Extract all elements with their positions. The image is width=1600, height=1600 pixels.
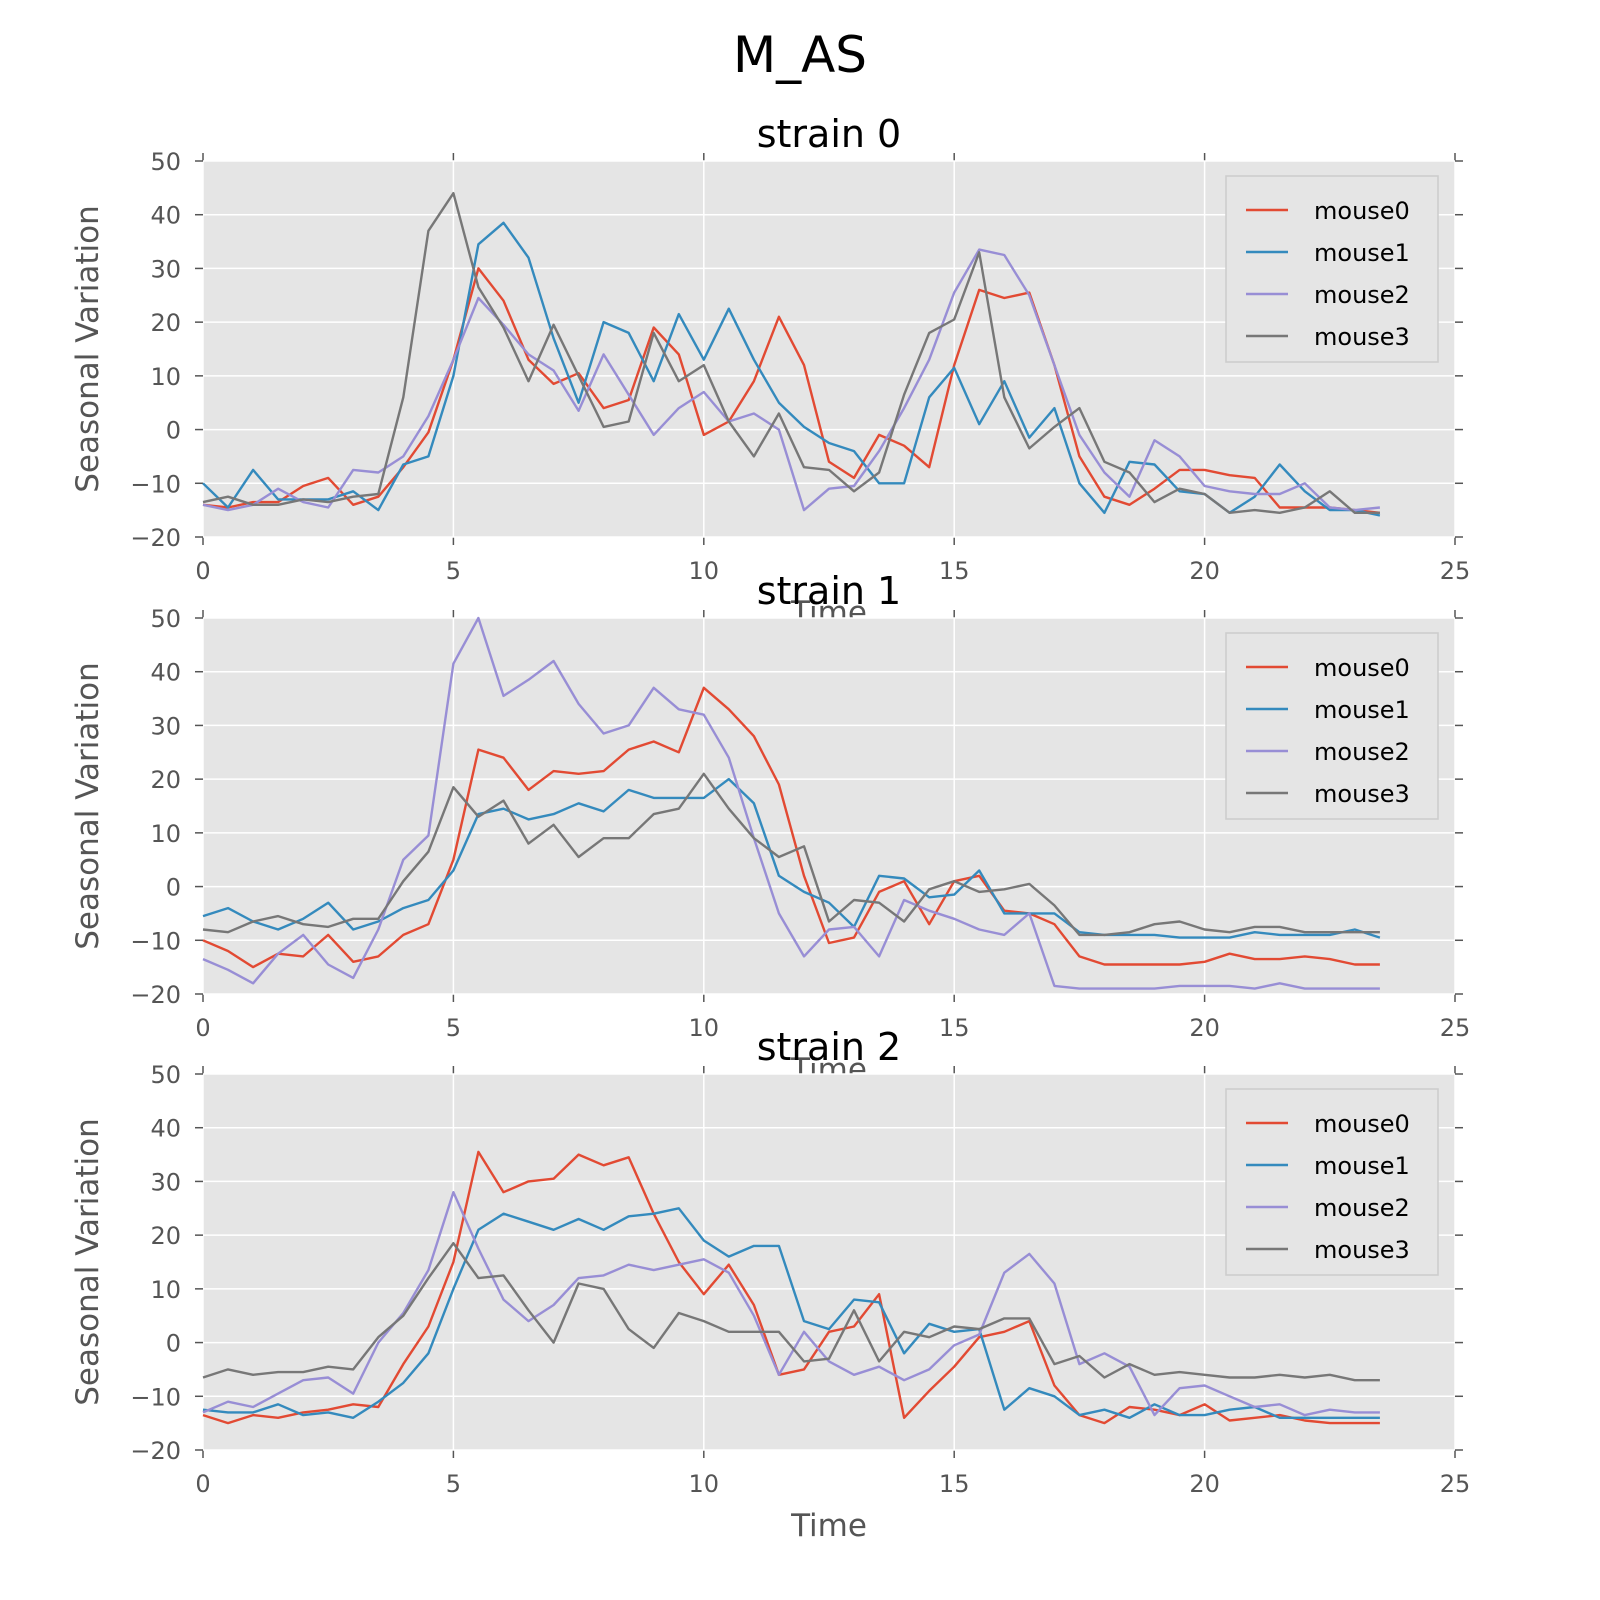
legend-frame [1225,632,1439,820]
x-tick-label: 20 [1189,557,1220,585]
x-axis-label: Time [790,1508,867,1544]
series-line-mouse0 [202,1150,1380,1425]
y-tick-label: 0 [166,417,181,445]
subplot-title: strain 0 [757,112,902,156]
y-axis-label: Seasonal Variation [70,662,106,950]
subplot-0: 0 5 10 15 20 25−20−1001020304050TimeSeasonal … [70,112,1470,631]
legend-frame [1225,1088,1439,1276]
legend-label-mouse0: mouse0 [1314,654,1410,682]
x-tick-label: 20 [1189,1014,1220,1042]
series-line-mouse0 [202,686,1380,969]
subplot-title: strain 2 [757,1025,902,1069]
x-tick-label: 15 [939,1014,970,1042]
legend-label-mouse1: mouse1 [1314,1152,1410,1180]
series-line-mouse2 [202,616,1380,990]
series-line-mouse2 [202,248,1381,512]
legend-label-mouse1: mouse1 [1314,696,1410,724]
y-tick-label: −10 [130,1383,181,1411]
x-tick-label: 10 [689,557,720,585]
legend: mouse0 mouse1 mouse2 mouse3 [1225,632,1439,820]
subplot-2: 0 5 10 15 20 25 −20 −10 0 10 20 30 40 50 Time Seasonal … [70,1025,1470,1544]
y-tick-label: 20 [150,766,181,794]
legend-frame [1225,175,1439,363]
x-tick-label: 5 [446,557,461,585]
y-tick-label: 10 [150,820,181,848]
y-tick-label: −20 [130,524,181,552]
x-tick-label: 20 [1189,1470,1220,1498]
x-tick-label: 25 [1440,557,1471,585]
series-line-mouse3 [202,772,1380,937]
x-tick-label: 25 [1440,1470,1471,1498]
y-tick-label: −20 [130,1437,181,1465]
series-line-mouse1 [202,777,1381,939]
y-tick-label: 0 [166,1330,181,1358]
y-tick-label: 30 [150,255,181,283]
legend-label-mouse2: mouse2 [1314,281,1410,309]
y-tick-label: 20 [150,309,181,337]
y-tick-label: 50 [150,605,181,633]
series-line-mouse1 [202,221,1381,517]
y-tick-label: 50 [150,1061,181,1089]
x-tick-label: 10 [689,1470,720,1498]
x-tick-label: 5 [446,1014,461,1042]
y-tick-label: −10 [130,927,181,955]
legend-label-mouse0: mouse0 [1314,1110,1410,1138]
legend-label-mouse2: mouse2 [1314,738,1410,766]
y-tick-label: 40 [150,202,181,230]
legend: mouse0 mouse1 mouse2 mouse3 [1225,1088,1439,1276]
y-axis-label: Seasonal Variation [70,205,106,493]
y-tick-label: −20 [130,981,181,1009]
series-line-mouse3 [202,191,1380,514]
figure-title: M_AS [733,26,867,84]
x-tick-label: 5 [446,1470,461,1498]
series-line-mouse3 [202,1241,1380,1382]
y-tick-label: 10 [150,363,181,391]
series-line-mouse1 [202,1207,1380,1420]
y-tick-label: 30 [150,1168,181,1196]
subplots: 0 5 10 15 20 25−20−1001020304050TimeSeasonal … [70,112,1470,1544]
x-tick-label: 0 [195,1014,210,1042]
x-tick-label: 0 [195,557,210,585]
legend-label-mouse1: mouse1 [1314,239,1410,267]
legend-label-mouse0: mouse0 [1314,197,1410,225]
legend-label-mouse3: mouse3 [1314,1236,1410,1264]
y-tick-label: 20 [150,1222,181,1250]
y-tick-label: 50 [150,148,181,176]
legend-label-mouse2: mouse2 [1314,1194,1410,1222]
x-tick-label: 10 [689,1014,720,1042]
x-tick-label: 15 [939,1470,970,1498]
legend: mouse0 mouse1 mouse2 mouse3 [1225,175,1439,363]
x-tick-label: 0 [195,1470,210,1498]
y-tick-label: −10 [130,470,181,498]
y-tick-label: 30 [150,712,181,740]
legend-label-mouse3: mouse3 [1314,323,1410,351]
subplot-title: strain 1 [757,569,902,613]
x-tick-label: 25 [1440,1014,1471,1042]
legend-label-mouse3: mouse3 [1314,780,1410,808]
x-tick-label: 15 [939,557,970,585]
y-tick-label: 40 [150,1115,181,1143]
y-tick-label: 0 [166,874,181,902]
y-axis-label: Seasonal Variation [70,1118,106,1406]
subplot-1: 0 5 10 15 20 25−20−1001020304050TimeSeasonal … [70,569,1470,1088]
y-tick-label: 10 [150,1276,181,1304]
y-tick-label: 40 [150,659,181,687]
